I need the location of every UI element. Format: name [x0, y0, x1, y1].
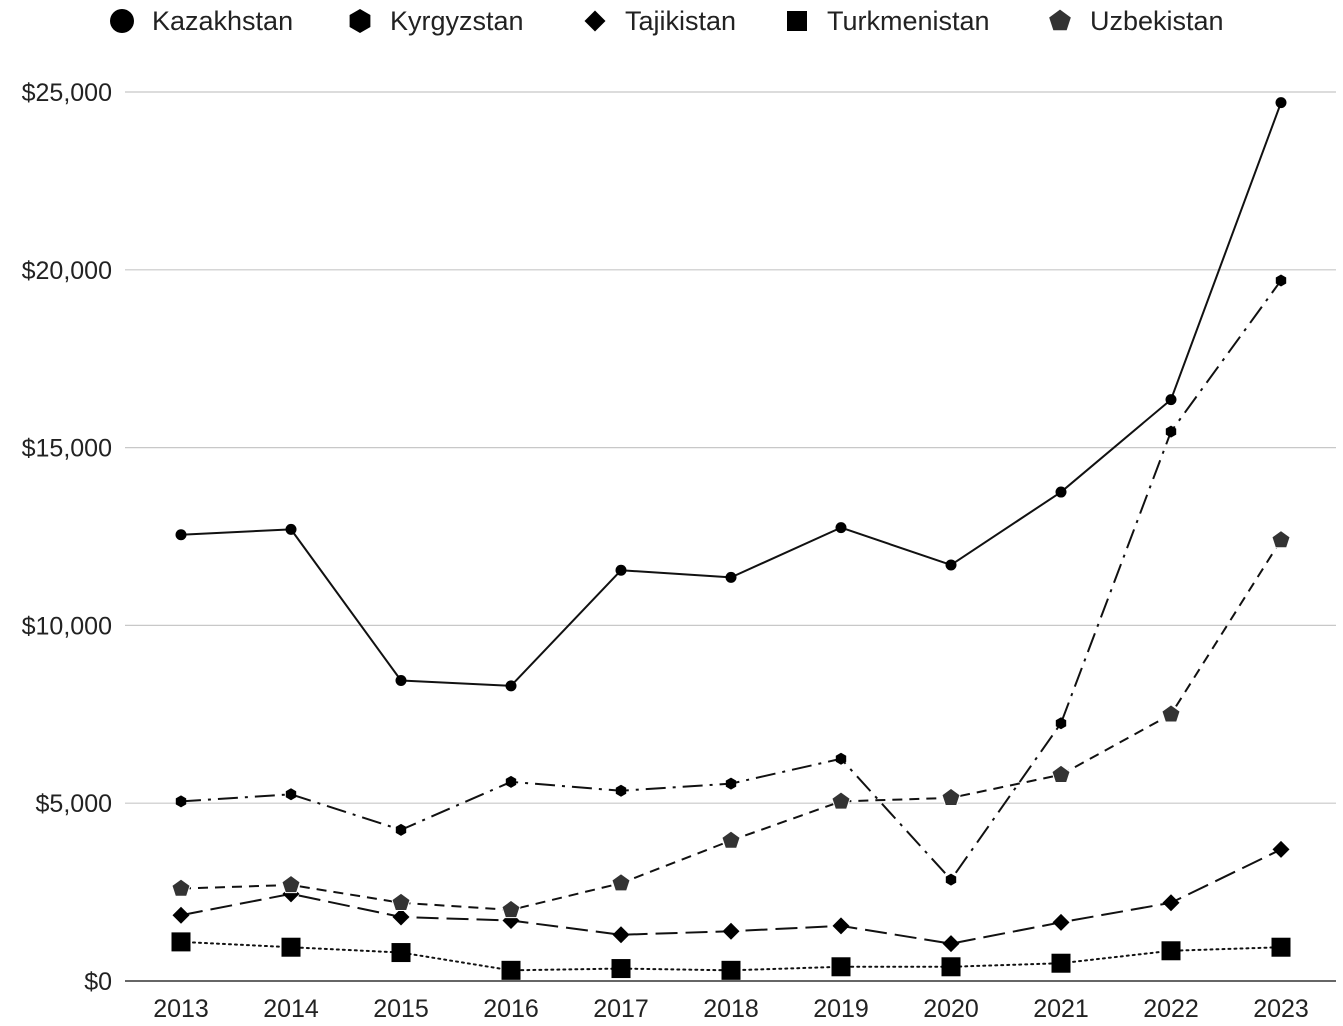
- x-tick-label: 2018: [703, 995, 759, 1023]
- data-point-uzbekistan: [1271, 529, 1291, 549]
- data-point-kazakhstan: [1165, 394, 1177, 406]
- y-tick-label: $10,000: [22, 612, 112, 640]
- data-point-uzbekistan: [721, 830, 741, 849]
- series-kyrgyzstan: [175, 274, 1287, 886]
- data-point-uzbekistan: [171, 878, 191, 897]
- data-point-kazakhstan: [395, 675, 407, 687]
- data-point-tajikistan: [1052, 913, 1070, 931]
- legend-marker-tajikistan: [584, 10, 606, 32]
- legend: Kazakhstan Kyrgyzstan Tajikistan Turkmenist…: [110, 6, 1224, 36]
- x-tick-label: 2020: [923, 995, 979, 1023]
- legend-label: Kazakhstan: [152, 6, 293, 36]
- data-point-kyrgyzstan: [725, 777, 737, 790]
- data-point-turkmenistan: [281, 937, 301, 957]
- data-point-turkmenistan: [721, 960, 741, 980]
- data-point-turkmenistan: [171, 932, 191, 952]
- data-point-kyrgyzstan: [175, 795, 187, 808]
- data-point-kazakhstan: [945, 559, 957, 571]
- y-tick-label: $0: [84, 968, 112, 996]
- x-tick-label: 2015: [373, 995, 429, 1023]
- data-point-kyrgyzstan: [835, 752, 847, 765]
- data-point-tajikistan: [722, 922, 740, 940]
- data-point-kyrgyzstan: [1275, 274, 1287, 287]
- data-point-kyrgyzstan: [615, 784, 627, 797]
- data-point-kazakhstan: [725, 571, 737, 583]
- data-point-kyrgyzstan: [945, 873, 957, 886]
- data-point-turkmenistan: [831, 957, 851, 977]
- legend-label: Tajikistan: [625, 6, 736, 36]
- data-point-uzbekistan: [941, 787, 961, 807]
- data-point-kazakhstan: [1275, 97, 1287, 109]
- x-tick-label: 2022: [1143, 995, 1199, 1023]
- data-point-kazakhstan: [175, 529, 187, 541]
- data-point-turkmenistan: [941, 957, 961, 977]
- series-line-kazakhstan: [180, 102, 1282, 687]
- series-group: [171, 97, 1291, 980]
- x-tick-label: 2013: [153, 995, 209, 1023]
- data-point-kyrgyzstan: [1055, 717, 1067, 730]
- y-tick-label: $5,000: [36, 790, 112, 818]
- data-point-uzbekistan: [1161, 704, 1181, 723]
- y-axis-ticks: $0 $5,000 $10,000 $15,000 $20,000 $25,000: [22, 79, 112, 996]
- legend-item-kyrgyzstan: Kyrgyzstan: [349, 6, 524, 36]
- data-point-uzbekistan: [831, 791, 851, 810]
- data-point-kyrgyzstan: [505, 775, 517, 788]
- legend-marker-kazakhstan: [110, 9, 134, 33]
- series-tajikistan: [172, 840, 1290, 953]
- data-point-kyrgyzstan: [1165, 425, 1177, 438]
- y-tick-label: $20,000: [22, 257, 112, 285]
- y-tick-label: $25,000: [22, 79, 112, 107]
- data-point-turkmenistan: [391, 943, 411, 963]
- data-point-turkmenistan: [611, 959, 631, 979]
- data-point-uzbekistan: [611, 873, 631, 892]
- data-point-uzbekistan: [501, 899, 521, 919]
- series-turkmenistan: [171, 932, 1291, 980]
- data-point-kyrgyzstan: [285, 788, 297, 801]
- data-point-tajikistan: [172, 906, 190, 924]
- data-point-turkmenistan: [1271, 937, 1291, 957]
- series-kazakhstan: [175, 97, 1287, 692]
- legend-item-uzbekistan: Uzbekistan: [1048, 6, 1224, 36]
- x-tick-label: 2016: [483, 995, 539, 1023]
- data-point-uzbekistan: [1051, 764, 1071, 783]
- x-tick-label: 2014: [263, 995, 319, 1023]
- legend-item-kazakhstan: Kazakhstan: [110, 6, 293, 36]
- data-point-uzbekistan: [281, 874, 301, 894]
- legend-label: Uzbekistan: [1090, 6, 1224, 36]
- x-tick-label: 2023: [1253, 995, 1309, 1023]
- x-tick-label: 2021: [1033, 995, 1089, 1023]
- data-point-uzbekistan: [391, 892, 411, 911]
- legend-marker-kyrgyzstan: [349, 9, 371, 33]
- series-uzbekistan: [171, 529, 1291, 919]
- y-tick-label: $15,000: [22, 435, 112, 463]
- data-point-tajikistan: [1162, 894, 1180, 912]
- data-point-tajikistan: [612, 926, 630, 944]
- data-point-kazakhstan: [615, 564, 627, 576]
- x-tick-label: 2017: [593, 995, 649, 1023]
- data-point-turkmenistan: [1161, 941, 1181, 961]
- data-point-kazakhstan: [285, 523, 297, 535]
- legend-item-turkmenistan: Turkmenistan: [787, 6, 990, 36]
- data-point-tajikistan: [1272, 840, 1290, 858]
- legend-label: Kyrgyzstan: [390, 6, 524, 36]
- series-line-uzbekistan: [180, 539, 1282, 911]
- data-point-tajikistan: [392, 908, 410, 926]
- x-tick-label: 2019: [813, 995, 869, 1023]
- data-point-kazakhstan: [1055, 486, 1067, 498]
- data-point-kazakhstan: [505, 680, 517, 692]
- data-point-tajikistan: [942, 935, 960, 953]
- data-point-turkmenistan: [501, 960, 521, 980]
- legend-marker-uzbekistan: [1048, 8, 1072, 32]
- gridlines: [125, 91, 1336, 982]
- data-point-tajikistan: [832, 917, 850, 935]
- data-point-turkmenistan: [1051, 953, 1071, 973]
- data-point-kazakhstan: [835, 522, 847, 534]
- data-point-kyrgyzstan: [395, 823, 407, 836]
- x-axis-ticks: 2013 2014 2015 2016 2017 2018 2019 2020 2021 2022…: [153, 995, 1309, 1023]
- legend-label: Turkmenistan: [827, 6, 990, 36]
- legend-item-tajikistan: Tajikistan: [584, 6, 736, 36]
- legend-marker-turkmenistan: [787, 11, 807, 31]
